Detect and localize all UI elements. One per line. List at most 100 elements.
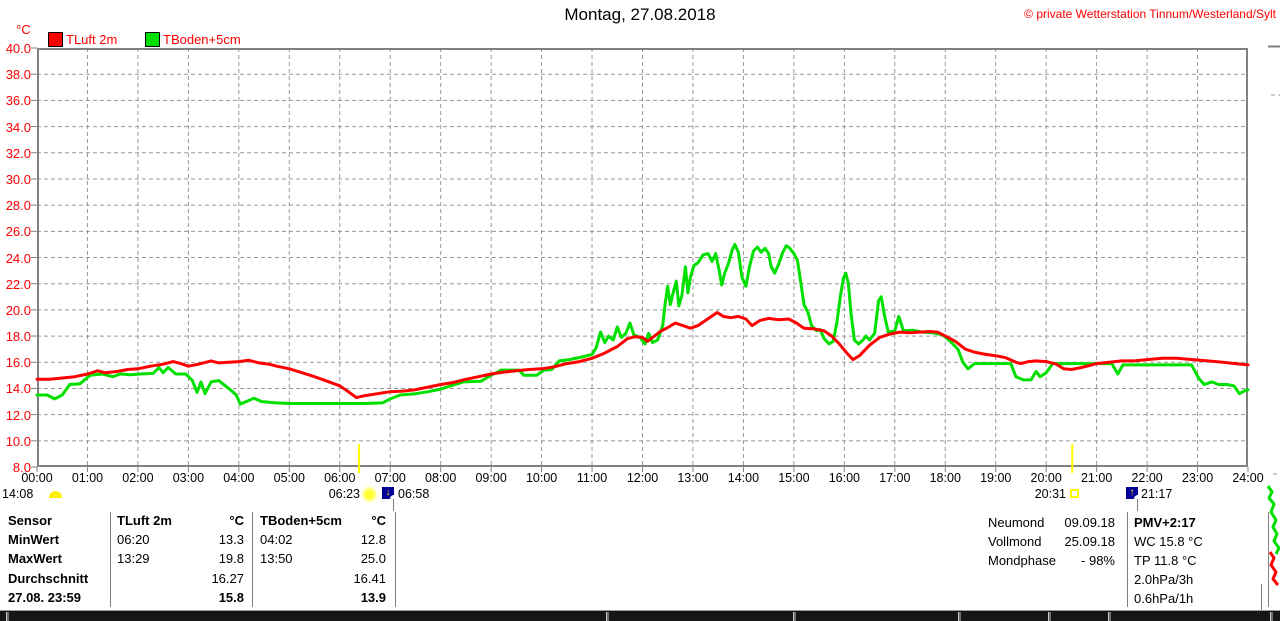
plot-frame (37, 48, 1248, 467)
x-axis-tick-label: 10:00 (525, 471, 558, 485)
stats-maxwert-tboden-value: 25.0 (360, 551, 386, 566)
neumond-label: Neumond (988, 515, 1045, 530)
stats-current-timestamp: 27.08. 23:59 (8, 590, 82, 605)
x-axis-tick-label: 15:00 (778, 471, 810, 485)
x-axis-tick-label: 13:00 (677, 471, 709, 485)
page-title: Montag, 27.08.2018 (564, 5, 716, 24)
y-axis-tick-label: 16.0 (5, 355, 31, 371)
y-axis-unit-label: °C (16, 22, 31, 37)
x-axis-tick-label: 01:00 (71, 471, 104, 485)
mondphase-label: Mondphase (988, 553, 1056, 568)
stats-row-label: MinWert (8, 532, 60, 547)
x-axis-tick-label: 12:00 (626, 471, 659, 485)
x-axis-tick-label: 21:00 (1080, 471, 1113, 485)
pressure-1h-trend: 0.6hPa/1h (1134, 591, 1194, 606)
stats-minwert-tluft-value: 13.3 (218, 532, 244, 547)
status-bar (0, 610, 1280, 621)
status-bar-divider (6, 612, 9, 621)
pressure-3h-trend: 2.0hPa/3h (1134, 572, 1194, 587)
legend-swatch-tluft (48, 32, 63, 47)
stats-minwert-tluft-time: 06:20 (117, 532, 150, 547)
sunrise-sun-icon (365, 490, 374, 499)
series-tboden-5cm (35, 242, 1250, 406)
stats-header-tboden-unit: °C (371, 513, 386, 528)
y-axis-tick-label: 40.0 (5, 41, 31, 56)
vollmond-label: Vollmond (988, 534, 1042, 549)
status-bar-divider (793, 612, 796, 621)
stats-header-sensor: Sensor (8, 513, 53, 528)
stats-minwert-tboden-time: 04:02 (260, 532, 293, 547)
next-tile-red-fragment (1268, 551, 1280, 586)
y-axis-tick-label: 24.0 (5, 250, 31, 266)
stats-current-tboden-value: 13.9 (360, 590, 386, 605)
x-axis-tick-label: 14:00 (727, 471, 760, 485)
moonrise-flag-pole (1137, 499, 1138, 511)
y-axis-tick-label: 38.0 (5, 67, 31, 83)
x-axis-tick-label: 09:00 (475, 471, 507, 485)
stats-header-tluft-unit: °C (229, 513, 244, 528)
moonrise-flag-icon: ↑ (1126, 487, 1138, 499)
status-bar-divider (1270, 612, 1273, 621)
moon-prev-time: 14:08 (2, 487, 34, 501)
sunset-time: 20:31 (1034, 487, 1066, 501)
x-axis-tick-label: 22:00 (1131, 471, 1163, 485)
series-tluft-2m (35, 311, 1250, 400)
moonrise-time: 21:17 (1141, 487, 1173, 501)
x-axis-tick-label: 23:00 (1181, 471, 1214, 485)
status-bar-divider (958, 612, 961, 621)
stats-header-tboden: TBoden+5cm (260, 513, 342, 528)
stats-avg-tboden-value: 16.41 (353, 571, 386, 586)
moonset-flag-icon: ↓ (382, 487, 394, 499)
y-axis-tick-label: 22.0 (5, 276, 31, 292)
windchill-value: WC 15.8 °C (1134, 534, 1203, 549)
table-divider (395, 512, 396, 607)
x-axis-tick-label: 24:00 (1232, 471, 1264, 485)
pmv-value: PMV+2:17 (1134, 515, 1196, 530)
y-axis-tick-label: 32.0 (5, 145, 31, 161)
status-bar-divider (1108, 612, 1111, 621)
stats-maxwert-tluft-value: 19.8 (218, 551, 244, 566)
neumond-date: 09.09.18 (1064, 515, 1115, 530)
stats-current-tluft-value: 15.8 (218, 590, 244, 605)
dewpoint-value: TP 11.8 °C (1134, 553, 1197, 568)
legend-label-tboden: TBoden+5cm (163, 32, 241, 47)
y-axis-tick-label: 36.0 (5, 93, 31, 109)
stats-maxwert-tboden-time: 13:50 (260, 551, 293, 566)
moonset-time: 06:58 (398, 487, 430, 501)
y-axis-tick-label: 30.0 (5, 171, 31, 187)
stats-header-tluft: TLuft 2m (117, 513, 172, 528)
sunset-sun-icon (1070, 489, 1079, 498)
x-axis-tick-label: 05:00 (273, 471, 305, 485)
y-axis-tick-label: 34.0 (5, 119, 31, 135)
y-axis-tick-label: 18.0 (5, 329, 31, 345)
x-axis-tick-label: 08:00 (425, 471, 457, 485)
status-bar-divider (606, 612, 609, 621)
y-axis-tick-label: 10.0 (5, 433, 31, 449)
x-axis-tick-label: 11:00 (576, 471, 608, 485)
x-axis-tick-label: 02:00 (122, 471, 154, 485)
stats-maxwert-tluft-time: 13:29 (117, 551, 150, 566)
table-divider (1268, 512, 1269, 607)
stats-row-label: Durchschnitt (8, 571, 89, 586)
y-axis-tick-label: 12.0 (5, 407, 31, 423)
x-axis-tick-label: 03:00 (172, 471, 205, 485)
moon-dome-icon (49, 491, 62, 498)
y-axis-tick-label: 8.0 (12, 460, 31, 475)
stats-minwert-tboden-value: 12.8 (360, 532, 386, 547)
x-axis-tick-label: 16:00 (828, 471, 860, 485)
legend-swatch-tboden (145, 32, 160, 47)
moonset-flag-pole (393, 499, 394, 511)
sunrise-time: 06:23 (328, 487, 360, 501)
table-divider (110, 512, 111, 607)
stats-row-label: MaxWert (8, 551, 62, 566)
x-axis-tick-label: 19:00 (980, 471, 1012, 485)
y-axis-tick-label: 20.0 (5, 302, 31, 318)
legend-label-tluft: TLuft 2m (66, 32, 118, 47)
y-axis-tick-label: 28.0 (5, 198, 31, 214)
y-axis-tick-label: 26.0 (5, 224, 31, 240)
x-axis-tick-label: 04:00 (223, 471, 255, 485)
mondphase-value: - 98% (1081, 553, 1115, 568)
x-axis-tick-label: 00:00 (21, 471, 53, 485)
